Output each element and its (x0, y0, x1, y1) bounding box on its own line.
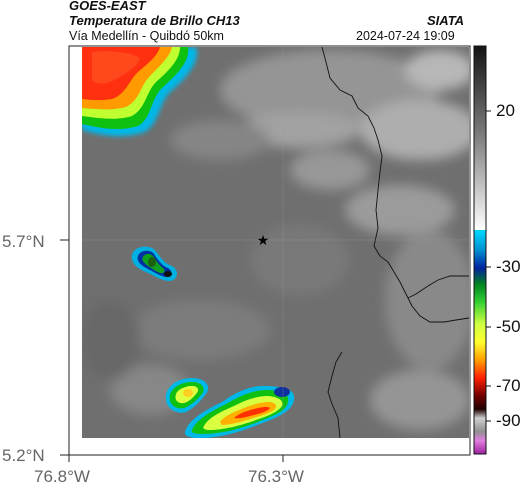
cold-cloud-left (131, 246, 177, 282)
lat-tick-label: 5.2°N (2, 446, 45, 465)
map-border (68, 45, 471, 456)
product-title: Temperatura de Brillo CH13 (69, 13, 240, 28)
colorbar-tick-label: 20 (496, 101, 515, 120)
colorbar-tick-label: -70 (496, 376, 521, 395)
lat-tick-label: 5.7°N (2, 232, 45, 251)
satellite-title: GOES-EAST (69, 0, 146, 13)
lon-tick-label: 76.8°W (34, 467, 90, 486)
cold-cloud-bottom-small (165, 378, 209, 413)
region-label: Vía Medellín - Quibdó 50km (69, 29, 224, 43)
boundary-lines (321, 47, 469, 438)
datetime-label: 2024-07-24 19:09 (356, 29, 455, 43)
cold-cloud-top-left (82, 47, 197, 137)
org-label: SIATA (427, 13, 465, 28)
colorbar-tick-label: -90 (496, 411, 521, 430)
colorbar-tick-label: -50 (496, 317, 521, 336)
satellite-image: ★ (82, 47, 469, 438)
colorbar (473, 45, 491, 455)
star-icon: ★ (257, 233, 270, 249)
cold-cloud-bottom-large (184, 385, 295, 438)
colorbar-tick-label: -30 (496, 257, 521, 276)
lon-tick-label: 76.3°W (248, 467, 304, 486)
